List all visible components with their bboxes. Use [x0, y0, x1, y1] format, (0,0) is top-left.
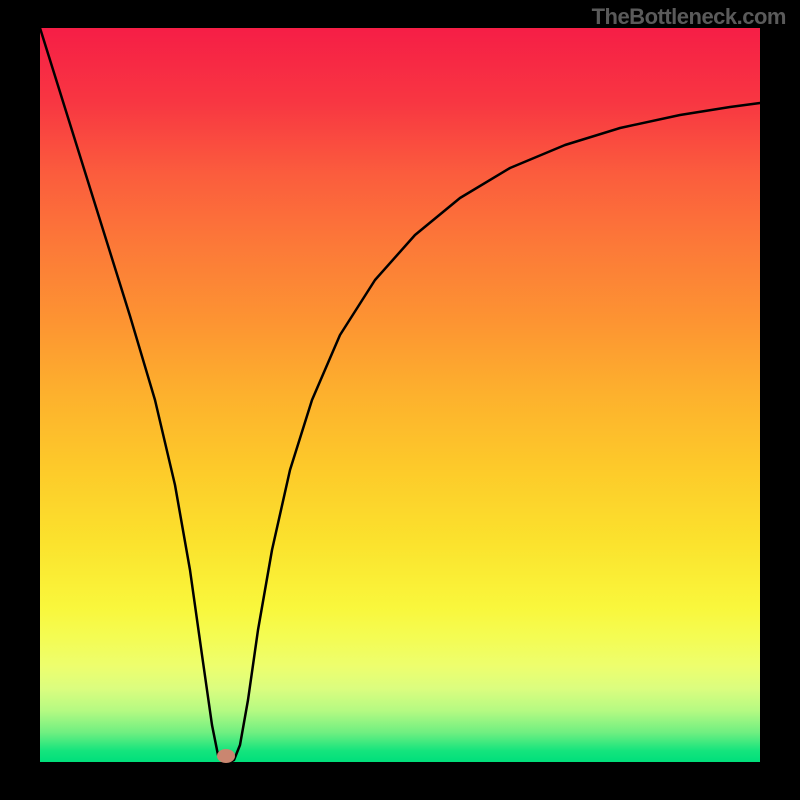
chart-plot-background [40, 28, 760, 762]
chart-container: TheBottleneck.com [0, 0, 800, 800]
bottleneck-chart [0, 0, 800, 800]
optimal-point-marker [217, 749, 235, 763]
watermark-text: TheBottleneck.com [592, 4, 786, 30]
